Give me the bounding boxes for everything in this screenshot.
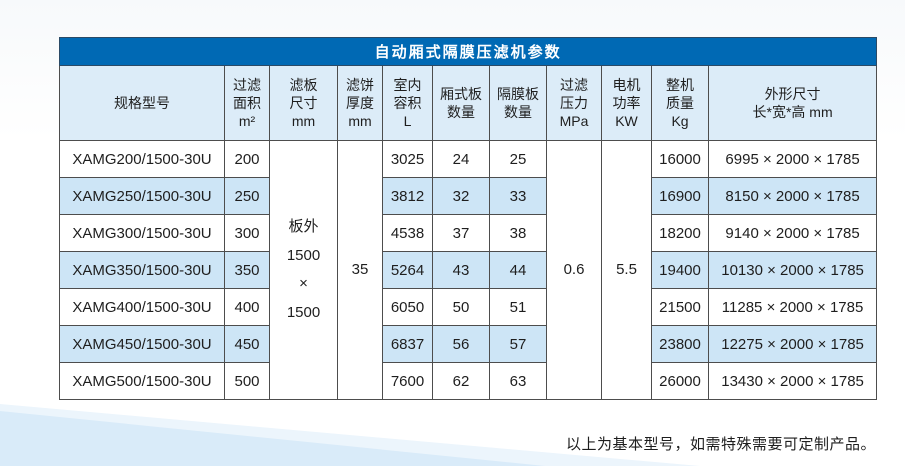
header-cake-thickness: 滤饼 厚度 mm [337,65,383,141]
cell-chamber-plate-qty: 24 [432,140,490,178]
cell-chamber-volume: 7600 [382,362,433,400]
cell-machine-mass: 19400 [651,251,709,289]
table-row: XAMG250/1500-30U 250 3812 32 33 16900 81… [59,177,878,215]
header-filter-pressure: 过滤 压力 MPa [546,65,602,141]
header-motor-power: 电机 功率 KW [601,65,652,141]
cell-filter-area: 450 [224,325,270,363]
table-row: XAMG200/1500-30U 200 板外 1500 × 1500 35 3… [59,140,878,400]
cell-chamber-plate-qty: 43 [432,251,490,289]
cell-chamber-plate-qty: 32 [432,177,490,215]
cell-dimensions: 10130 × 2000 × 1785 [707,251,878,289]
cell-diaphragm-plate-qty: 51 [489,288,547,326]
cell-diaphragm-plate-qty: 25 [489,140,547,178]
cell-diaphragm-plate-qty: 63 [489,362,547,400]
cell-machine-mass: 23800 [651,325,709,363]
cell-chamber-volume: 3025 [382,140,433,178]
cell-model: XAMG350/1500-30U [59,251,225,289]
cell-machine-mass: 16900 [651,177,709,215]
cell-dimensions: 13430 × 2000 × 1785 [707,362,878,400]
cell-diaphragm-plate-qty: 57 [489,325,547,363]
cell-model: XAMG500/1500-30U [59,362,225,400]
table-header-row: 规格型号 过滤 面积 m² 滤板 尺寸 mm 滤饼 厚度 mm 室内 容积 L … [59,65,878,141]
cell-chamber-volume: 6050 [382,288,433,326]
cell-diaphragm-plate-qty: 33 [489,177,547,215]
header-chamber-volume: 室内 容积 L [382,65,433,141]
header-model: 规格型号 [59,65,225,141]
header-filter-area: 过滤 面积 m² [224,65,270,141]
cell-machine-mass: 18200 [651,214,709,252]
cell-machine-mass: 26000 [651,362,709,400]
cell-chamber-volume: 5264 [382,251,433,289]
table-row: XAMG400/1500-30U 400 6050 50 51 21500 11… [59,288,878,326]
cell-chamber-plate-qty: 62 [432,362,490,400]
cell-model: XAMG400/1500-30U [59,288,225,326]
cell-dimensions: 8150 × 2000 × 1785 [707,177,878,215]
cell-chamber-plate-qty: 56 [432,325,490,363]
cell-filter-area: 250 [224,177,270,215]
cell-filter-area: 400 [224,288,270,326]
cell-machine-mass: 16000 [651,140,709,178]
cell-filter-area: 500 [224,362,270,400]
cell-machine-mass: 21500 [651,288,709,326]
spec-table: 自动厢式隔膜压滤机参数 规格型号 过滤 面积 m² 滤板 尺寸 mm 滤饼 厚度… [58,37,878,400]
cell-chamber-volume: 4538 [382,214,433,252]
table-title-row: 自动厢式隔膜压滤机参数 [58,37,878,66]
cell-filter-area: 350 [224,251,270,289]
cell-chamber-plate-qty: 37 [432,214,490,252]
cell-dimensions: 11285 × 2000 × 1785 [707,288,878,326]
cell-model: XAMG300/1500-30U [59,214,225,252]
cell-chamber-volume: 3812 [382,177,433,215]
cell-model: XAMG200/1500-30U [59,140,225,178]
decorative-wedge [0,411,545,466]
cell-cake-thickness-merged: 35 [337,140,383,400]
cell-filter-area: 300 [224,214,270,252]
cell-dimensions: 9140 × 2000 × 1785 [707,214,878,252]
header-machine-mass: 整机 质量 Kg [651,65,709,141]
cell-chamber-volume: 6837 [382,325,433,363]
table-row: XAMG450/1500-30U 450 6837 56 57 23800 12… [59,325,878,363]
cell-plate-size-merged: 板外 1500 × 1500 [269,140,338,400]
cell-model: XAMG250/1500-30U [59,177,225,215]
cell-filter-area: 200 [224,140,270,178]
cell-motor-power-merged: 5.5 [601,140,652,400]
footer-note: 以上为基本型号，如需特殊需要可定制产品。 [565,436,876,453]
header-plate-size: 滤板 尺寸 mm [269,65,338,141]
header-dimensions: 外形尺寸 长*宽*高 mm [707,65,878,141]
cell-diaphragm-plate-qty: 44 [489,251,547,289]
cell-filter-pressure-merged: 0.6 [546,140,602,400]
table-title: 自动厢式隔膜压滤机参数 [58,37,878,66]
cell-dimensions: 12275 × 2000 × 1785 [707,325,878,363]
table-row: XAMG350/1500-30U 350 5264 43 44 19400 10… [59,251,878,289]
header-chamber-plate-qty: 厢式板 数量 [432,65,490,141]
table-row: XAMG500/1500-30U 500 7600 62 63 26000 13… [59,362,878,400]
cell-dimensions: 6995 × 2000 × 1785 [707,140,878,178]
cell-model: XAMG450/1500-30U [59,325,225,363]
table-row: XAMG300/1500-30U 300 4538 37 38 18200 91… [59,214,878,252]
header-diaphragm-plate-qty: 隔膜板 数量 [489,65,547,141]
cell-chamber-plate-qty: 50 [432,288,490,326]
cell-diaphragm-plate-qty: 38 [489,214,547,252]
